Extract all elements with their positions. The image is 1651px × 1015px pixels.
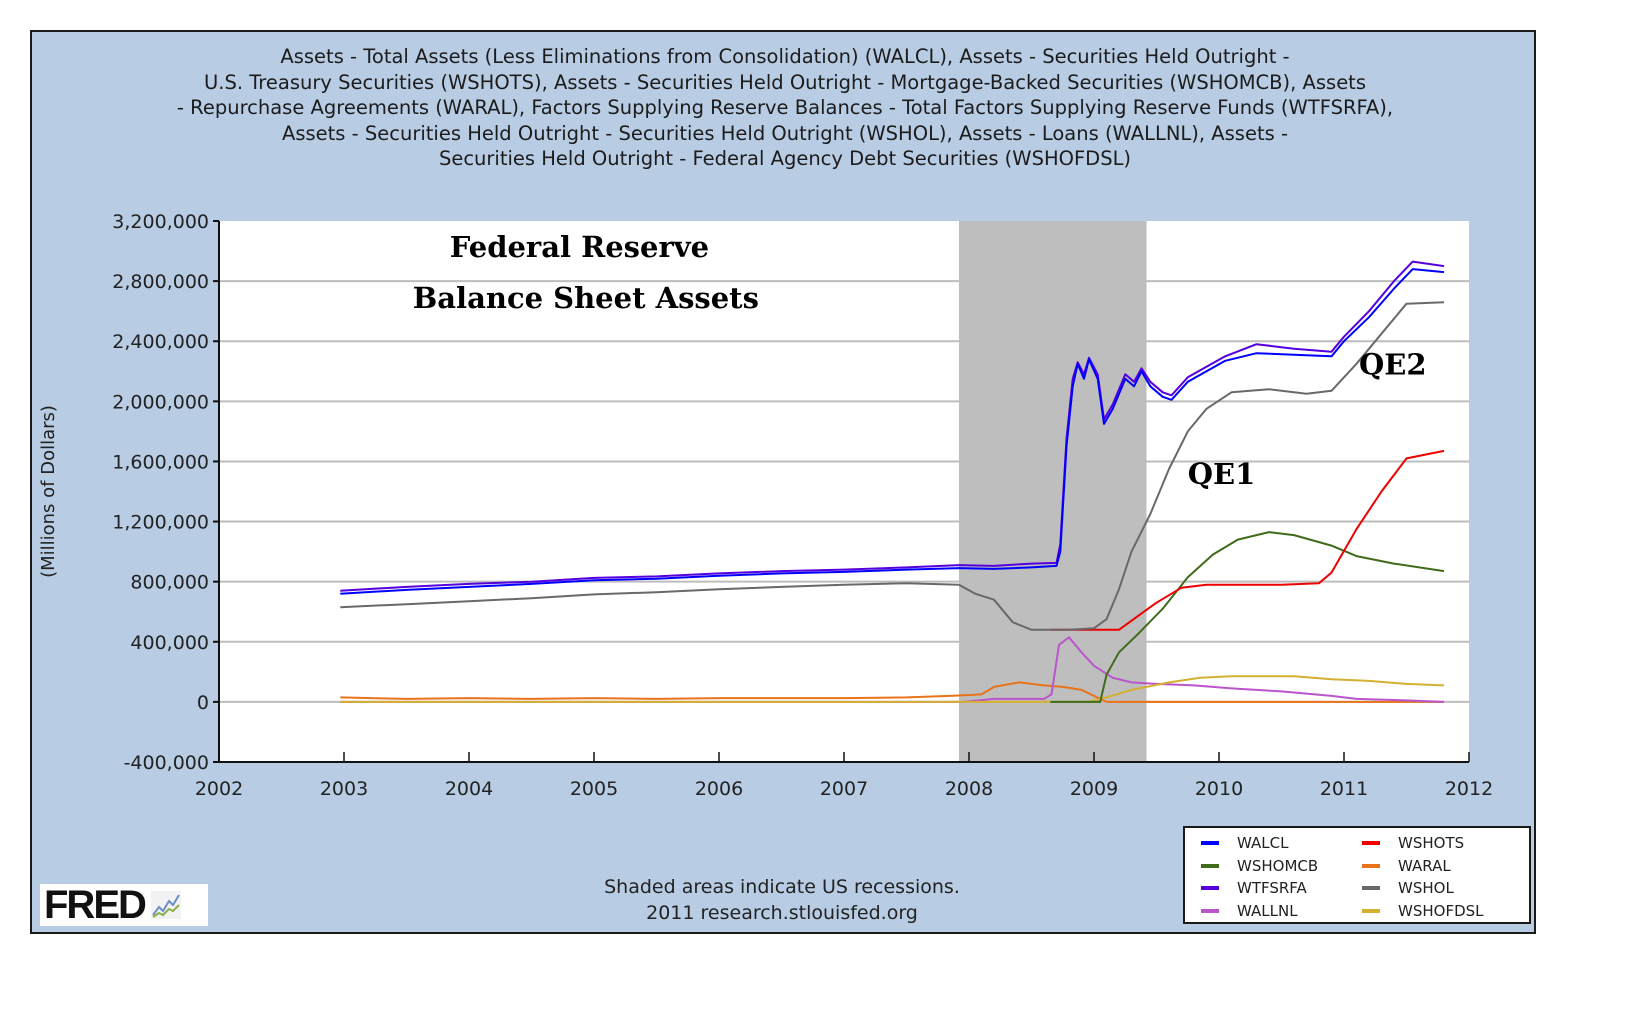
x-tick-label: 2006 — [695, 778, 743, 800]
y-tick-label: 2,000,000 — [112, 391, 209, 413]
x-tick-label: 2012 — [1445, 778, 1493, 800]
x-tick-label: 2011 — [1320, 778, 1368, 800]
source-note: 2011 research.stlouisfed.org — [646, 902, 918, 924]
y-tick-label: 800,000 — [130, 572, 209, 594]
annotation-federal-reserve: Federal Reserve — [450, 230, 709, 264]
series-line-waral — [340, 681, 1444, 703]
x-tick-label: 2003 — [320, 778, 368, 800]
fred-logo-text: FRED — [44, 882, 147, 927]
legend-item-waral: WARAL — [1362, 855, 1523, 877]
legend-swatch — [1201, 908, 1219, 913]
series-line-wallnl — [340, 636, 1445, 703]
legend-swatch — [1362, 841, 1380, 845]
y-tick-label: 3,200,000 — [112, 211, 209, 233]
legend-item-wtfsrfa: WTFSRFA — [1201, 877, 1362, 899]
series-line-wshots — [1050, 449, 1445, 631]
plot-background — [219, 221, 1469, 762]
series-line-wshol — [340, 301, 1445, 631]
x-tick-label: 2007 — [820, 778, 868, 800]
legend-swatch — [1362, 886, 1380, 890]
x-tick-label: 2010 — [1195, 778, 1243, 800]
legend-swatch — [1201, 863, 1219, 868]
legend-item-wshol: WSHOL — [1362, 877, 1523, 899]
chart-title: Assets - Total Assets (Less Eliminations… — [176, 45, 1394, 170]
series-line-wtfsrfa — [340, 260, 1445, 592]
y-tick-label: 2,400,000 — [112, 331, 209, 353]
annotation-balance-sheet-assets: Balance Sheet Assets — [413, 281, 759, 315]
legend-item-walcl: WALCL — [1201, 832, 1362, 854]
legend-item-wallnl: WALLNL — [1201, 900, 1362, 922]
legend-label: WSHOL — [1398, 879, 1454, 897]
series-line-walcl — [340, 268, 1445, 595]
series-line-wshomcb — [1050, 531, 1445, 703]
legend-label: WARAL — [1398, 856, 1451, 875]
y-tick-label: 400,000 — [130, 632, 209, 654]
chart-footer: Shaded areas indicate US recessions. 201… — [472, 874, 1092, 926]
legend-item-wshomcb: WSHOMCB — [1201, 855, 1362, 877]
recession-shade — [959, 221, 1147, 762]
x-tick-label: 2002 — [195, 778, 243, 800]
x-tick-label: 2008 — [945, 778, 993, 800]
legend-label: WALCL — [1237, 834, 1289, 852]
series-line-wshofdsl — [340, 675, 1445, 703]
legend-label: WTFSRFA — [1237, 879, 1307, 897]
legend-swatch — [1362, 908, 1380, 913]
annotation-qe1: QE1 — [1188, 457, 1256, 491]
fred-chart-icon — [150, 891, 181, 919]
fred-logo[interactable]: FRED — [40, 882, 208, 927]
y-tick-label: 1,200,000 — [112, 512, 209, 534]
legend-label: WSHOTS — [1398, 834, 1465, 852]
legend-item-wshots: WSHOTS — [1362, 832, 1523, 854]
y-tick-label: -400,000 — [124, 752, 209, 774]
legend-swatch — [1201, 841, 1219, 845]
legend-label: WSHOFDSL — [1398, 901, 1484, 920]
x-tick-label: 2004 — [445, 778, 493, 800]
chart-legend: WALCL WSHOTS WSHOMCB WARAL WTFSRFA WSHOL… — [1183, 826, 1531, 924]
recession-note: Shaded areas indicate US recessions. — [604, 876, 960, 898]
legend-label: WALLNL — [1237, 901, 1298, 920]
legend-swatch — [1201, 886, 1219, 890]
y-axis-label: (Millions of Dollars) — [38, 405, 59, 578]
y-tick-label: 1,600,000 — [112, 451, 209, 473]
legend-item-wshofdsl: WSHOFDSL — [1362, 900, 1523, 922]
y-tick-label: 0 — [197, 692, 209, 714]
annotation-qe2: QE2 — [1359, 347, 1427, 381]
x-tick-label: 2009 — [1070, 778, 1118, 800]
y-tick-label: 2,800,000 — [112, 271, 209, 293]
legend-swatch — [1362, 863, 1380, 868]
x-tick-label: 2005 — [570, 778, 618, 800]
legend-label: WSHOMCB — [1237, 856, 1319, 875]
